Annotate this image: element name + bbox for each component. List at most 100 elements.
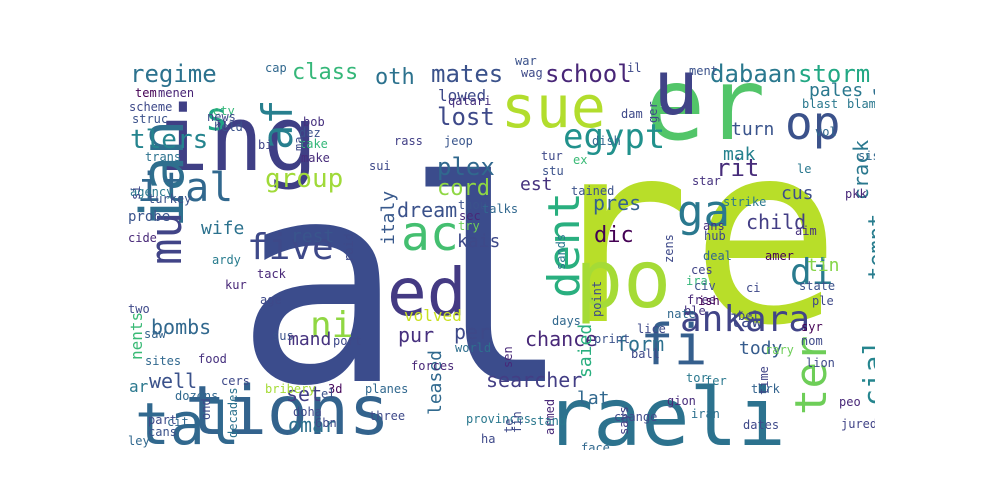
word: per: [454, 320, 491, 344]
word: mak: [723, 144, 756, 165]
word: probe: [128, 209, 171, 225]
word: amer: [765, 249, 794, 263]
word: bi: [258, 138, 273, 152]
word: trans: [145, 150, 182, 164]
word: kur: [225, 278, 247, 292]
word: turkey: [148, 192, 192, 206]
word: port: [333, 334, 362, 348]
word: 6bn: [315, 416, 337, 430]
word: dam: [621, 107, 643, 121]
word: il: [627, 61, 642, 75]
word: egypt: [563, 117, 666, 157]
word: nents: [127, 311, 146, 360]
word: rary: [765, 343, 794, 357]
word: tack: [257, 267, 286, 281]
word: pur: [398, 323, 435, 347]
word: law: [730, 311, 763, 332]
word: turk: [751, 382, 780, 396]
word: part: [148, 413, 177, 427]
word: face: [581, 441, 610, 450]
word: nom: [801, 334, 823, 348]
word: ma: [292, 136, 306, 151]
word: talks: [482, 202, 519, 216]
word: storm: [798, 60, 871, 88]
word: point: [590, 280, 604, 317]
word: wife: [201, 218, 245, 239]
word: blast: [802, 97, 839, 111]
word: ger: [646, 101, 660, 123]
word: sites: [145, 354, 182, 368]
word: school: [545, 60, 632, 88]
word: try: [458, 219, 480, 233]
word: nate: [667, 307, 696, 321]
word: three: [369, 409, 406, 423]
word: zens: [662, 234, 676, 263]
word: po: [575, 233, 672, 326]
word: ardy: [212, 253, 241, 267]
word: provinces: [466, 412, 532, 426]
word: scheme: [129, 100, 173, 114]
word: print: [594, 332, 631, 346]
word: agency: [130, 185, 174, 199]
word: ond: [199, 398, 213, 420]
word: forces: [411, 359, 455, 373]
word: sisi: [858, 149, 875, 163]
word: 3d: [328, 382, 343, 396]
word: cide: [128, 231, 157, 245]
word: cial: [857, 338, 875, 406]
word: days: [552, 314, 581, 328]
word: lowed: [438, 86, 487, 105]
word: tem: [135, 86, 157, 100]
word: cans: [148, 425, 177, 439]
word: ish: [698, 294, 720, 308]
word: le: [797, 162, 812, 176]
word: ans: [703, 219, 725, 233]
word: class: [292, 60, 359, 85]
word: italy: [378, 190, 399, 245]
word: sen: [501, 346, 515, 368]
word: two: [128, 302, 150, 316]
word: lion: [806, 356, 835, 370]
word: sec: [459, 209, 481, 223]
word: saied: [575, 323, 596, 378]
word: vol: [815, 125, 837, 139]
word: raeli: [545, 371, 786, 451]
word: sui: [369, 159, 391, 173]
word: pkk: [845, 187, 867, 201]
word: dabaan: [710, 60, 797, 88]
word: blame: [847, 97, 875, 111]
word: si: [129, 185, 143, 200]
word: sue: [501, 73, 606, 141]
word: tor: [686, 371, 708, 385]
word: jeop: [444, 134, 473, 148]
word: ing: [155, 87, 318, 192]
word: er: [645, 50, 766, 163]
word: turn: [731, 119, 775, 140]
word: waqf: [870, 87, 875, 145]
word: change: [614, 410, 658, 424]
word: well: [149, 369, 198, 393]
word: volved: [404, 306, 462, 325]
word: make: [301, 151, 330, 165]
word: re: [540, 89, 842, 380]
word: raid: [342, 233, 356, 262]
word: dish: [592, 134, 621, 148]
word-cloud: al re raeli tions ing ian er po sue u ed…: [125, 50, 875, 450]
word: deal: [703, 249, 732, 263]
word: ety: [213, 104, 235, 118]
word: tions: [185, 372, 390, 450]
word: est: [520, 174, 553, 195]
word: plex: [437, 153, 495, 181]
word: jured: [841, 417, 875, 431]
word: searcher: [486, 368, 583, 392]
word: fi: [640, 313, 708, 378]
word: ira: [686, 274, 708, 288]
word: ha: [481, 432, 496, 446]
word: tody: [739, 338, 783, 359]
word: ed: [387, 254, 467, 331]
word: thou: [458, 198, 487, 212]
word: rit: [716, 154, 760, 182]
word: war: [515, 54, 537, 68]
word: stand: [530, 414, 567, 428]
word: ar: [129, 377, 149, 396]
